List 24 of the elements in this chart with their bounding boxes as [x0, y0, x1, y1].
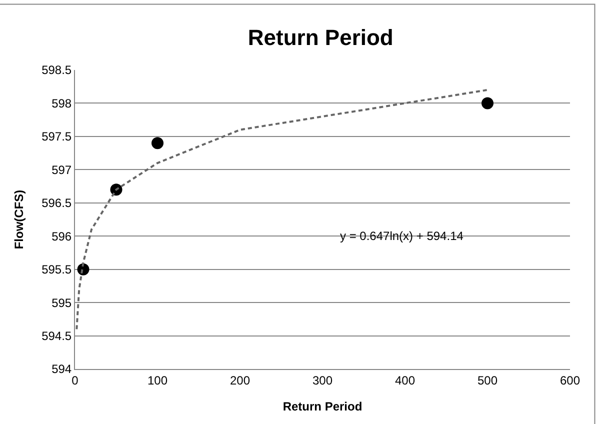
x-tick-label: 200 — [230, 373, 250, 388]
chart-title: Return Period — [248, 25, 394, 50]
x-tick-label: 0 — [72, 373, 79, 388]
y-tick-label: 594 — [52, 362, 72, 376]
y-tick-label: 595 — [52, 296, 72, 310]
x-tick-label: 300 — [312, 373, 333, 388]
x-tick-label: 500 — [477, 373, 498, 388]
y-tick-label: 598.5 — [42, 63, 72, 78]
line-series — [76, 88, 488, 330]
annotation: y = 0.647ln(x) + 594.14 — [340, 229, 464, 243]
x-tick-label: 100 — [147, 373, 168, 388]
y-tick-label: 596.5 — [42, 196, 72, 210]
x-tick-label: 600 — [560, 373, 580, 388]
y-tick-label: 597 — [52, 162, 72, 177]
y-tick-label: 598 — [52, 96, 72, 110]
y-tick-label: 595.5 — [42, 262, 72, 277]
x-axis-title: Return Period — [282, 399, 362, 414]
y-tick-label: 597.5 — [42, 130, 72, 144]
point — [482, 97, 494, 110]
y-tick-label: 596 — [52, 229, 72, 244]
y-axis-title: Flow(CFS) — [12, 190, 26, 250]
y-tick-label: 594.5 — [42, 328, 72, 343]
x-tick-label: 400 — [394, 373, 416, 388]
point — [152, 137, 164, 150]
